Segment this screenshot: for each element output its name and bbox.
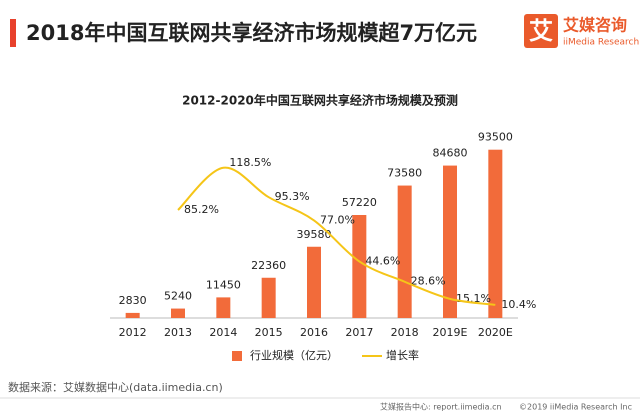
line-label: 85.2% xyxy=(184,203,219,216)
bar xyxy=(125,312,140,318)
x-tick-label: 2018 xyxy=(391,326,419,339)
page-title: 2018年中国互联网共享经济市场规模超7万亿元 xyxy=(26,21,477,45)
x-tick-label: 2013 xyxy=(164,326,192,339)
bar xyxy=(488,149,503,318)
footer-left: 艾媒报告中心: report.iimedia.cn xyxy=(380,402,502,412)
legend-swatch xyxy=(232,351,242,361)
chart-title: 2012-2020年中国互联网共享经济市场规模及预测 xyxy=(182,93,458,108)
logo-box xyxy=(524,14,558,48)
legend-label: 增长率 xyxy=(386,348,419,362)
bar-label: 2830 xyxy=(119,294,147,307)
bar xyxy=(397,185,412,318)
bar-label: 11450 xyxy=(206,278,241,291)
line-label: 118.5% xyxy=(229,156,271,169)
x-tick-label: 2016 xyxy=(300,326,328,339)
x-tick-label: 2014 xyxy=(209,326,237,339)
logo-name: 艾媒咨询 xyxy=(563,16,627,35)
bar-label: 93500 xyxy=(478,131,513,144)
bar xyxy=(216,297,231,318)
line-label: 77.0% xyxy=(320,213,355,226)
bar-label: 57220 xyxy=(342,196,377,209)
bar-label: 84680 xyxy=(433,147,468,160)
bar xyxy=(443,165,457,318)
title-accent xyxy=(10,19,16,47)
bar-label: 22360 xyxy=(251,259,286,272)
line-label: 95.3% xyxy=(275,190,310,203)
x-tick-label: 2015 xyxy=(255,326,283,339)
logo-sub: iiMedia Research xyxy=(563,38,639,48)
source: 数据来源：艾媒数据中心(data.iimedia.cn) xyxy=(8,380,223,394)
bar xyxy=(307,246,321,318)
x-tick-label: 2020E xyxy=(478,326,513,339)
line-label: 28.6% xyxy=(411,275,446,288)
bar-label: 39580 xyxy=(297,228,332,241)
line-label: 44.6% xyxy=(365,254,400,267)
logo-mark: 艾 xyxy=(529,17,553,45)
x-tick-label: 2019E xyxy=(433,326,468,339)
legend-label: 行业规模（亿元） xyxy=(250,348,338,362)
bar-label: 73580 xyxy=(387,167,422,180)
bar xyxy=(352,215,367,318)
bar xyxy=(261,277,276,318)
line-label: 10.4% xyxy=(501,298,536,311)
x-tick-label: 2012 xyxy=(119,326,147,339)
x-tick-label: 2017 xyxy=(345,326,373,339)
bar xyxy=(171,308,185,318)
footer-right: ©2019 iiMedia Research Inc xyxy=(519,403,632,412)
growth-line xyxy=(177,166,496,306)
bar-label: 5240 xyxy=(164,290,192,303)
